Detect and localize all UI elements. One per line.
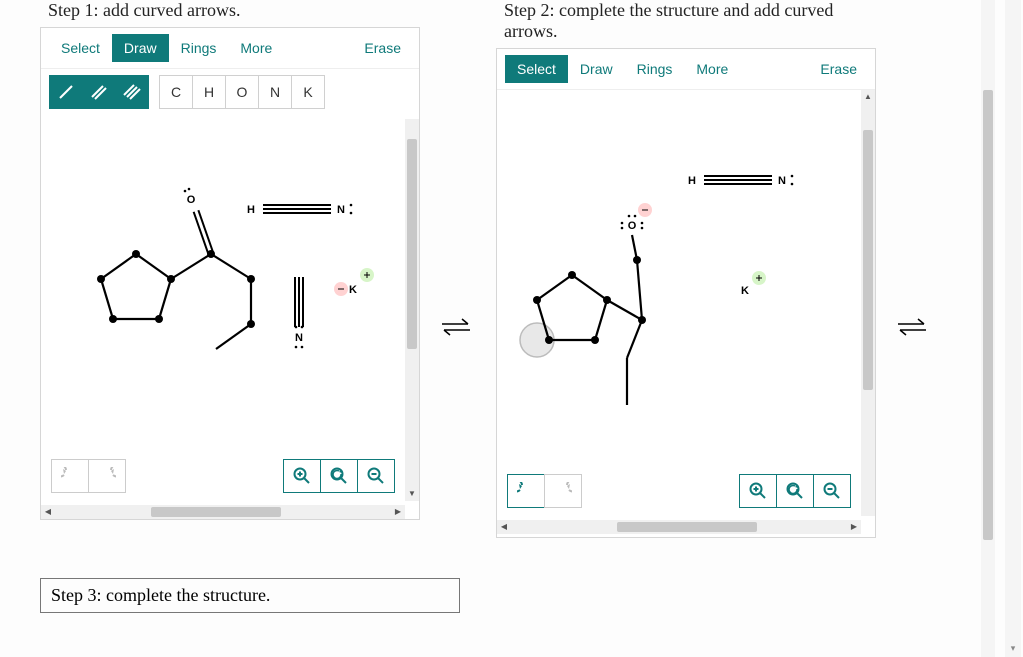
svg-text:O: O bbox=[628, 220, 637, 232]
undo-button[interactable] bbox=[507, 474, 545, 508]
bond-single-button[interactable] bbox=[49, 75, 83, 109]
page-scroll[interactable]: Step 1: add curved arrows. Select Draw R… bbox=[0, 0, 1023, 657]
step1-canvas[interactable]: O H N N K bbox=[41, 119, 391, 499]
svg-text:N: N bbox=[295, 332, 303, 344]
erase-button[interactable]: Erase bbox=[354, 34, 411, 62]
atom-c-button[interactable]: C bbox=[159, 75, 193, 109]
tab-rings[interactable]: Rings bbox=[169, 34, 229, 62]
atom-n-button[interactable]: N bbox=[258, 75, 292, 109]
atom-k-button[interactable]: K bbox=[291, 75, 325, 109]
tab-more[interactable]: More bbox=[684, 55, 740, 83]
tab-select[interactable]: Select bbox=[505, 55, 568, 83]
bond-double-button[interactable] bbox=[82, 75, 116, 109]
svg-text:H: H bbox=[247, 204, 255, 216]
zoom-in-button[interactable] bbox=[739, 474, 777, 508]
step2-title: Step 2: complete the structure and add c… bbox=[496, 0, 876, 48]
bond-triple-button[interactable] bbox=[115, 75, 149, 109]
svg-text:N: N bbox=[778, 175, 786, 187]
zoom-out-button[interactable] bbox=[813, 474, 851, 508]
step2-panel: Select Draw Rings More Erase H N O K bbox=[496, 48, 876, 538]
canvas-hscroll[interactable]: ◀ ▶ bbox=[41, 505, 405, 519]
step1-title: Step 1: add curved arrows. bbox=[40, 0, 420, 27]
step3-title: Step 3: complete the structure. bbox=[40, 578, 460, 613]
zoom-out-button[interactable] bbox=[357, 459, 395, 493]
redo-button[interactable] bbox=[88, 459, 126, 493]
zoom-in-button[interactable] bbox=[283, 459, 321, 493]
zoom-reset-button[interactable] bbox=[320, 459, 358, 493]
undo-button[interactable] bbox=[51, 459, 89, 493]
atom-o-button[interactable]: O bbox=[225, 75, 259, 109]
tab-draw[interactable]: Draw bbox=[568, 55, 625, 83]
equilibrium-arrow-icon bbox=[894, 314, 934, 345]
svg-text:N: N bbox=[337, 204, 345, 216]
canvas-hscroll[interactable]: ◀ ▶ bbox=[497, 520, 861, 534]
zoom-reset-button[interactable] bbox=[776, 474, 814, 508]
redo-button[interactable] bbox=[544, 474, 582, 508]
svg-text:K: K bbox=[349, 284, 357, 296]
canvas-vscroll[interactable]: ▲ bbox=[861, 90, 875, 516]
svg-text:O: O bbox=[187, 194, 196, 206]
step2-canvas[interactable]: H N O K bbox=[497, 90, 847, 514]
tab-select[interactable]: Select bbox=[49, 34, 112, 62]
page-vscroll-inner[interactable] bbox=[981, 0, 995, 657]
canvas-vscroll[interactable]: ▼ bbox=[405, 119, 419, 501]
tab-more[interactable]: More bbox=[228, 34, 284, 62]
erase-button[interactable]: Erase bbox=[810, 55, 867, 83]
equilibrium-arrow-icon bbox=[438, 314, 478, 345]
svg-text:K: K bbox=[741, 285, 749, 297]
step1-panel: Select Draw Rings More Erase bbox=[40, 27, 420, 520]
atom-h-button[interactable]: H bbox=[192, 75, 226, 109]
page-vscroll-outer[interactable]: ▾ bbox=[1005, 0, 1021, 657]
svg-text:H: H bbox=[688, 175, 696, 187]
tab-rings[interactable]: Rings bbox=[625, 55, 685, 83]
tab-draw[interactable]: Draw bbox=[112, 34, 169, 62]
